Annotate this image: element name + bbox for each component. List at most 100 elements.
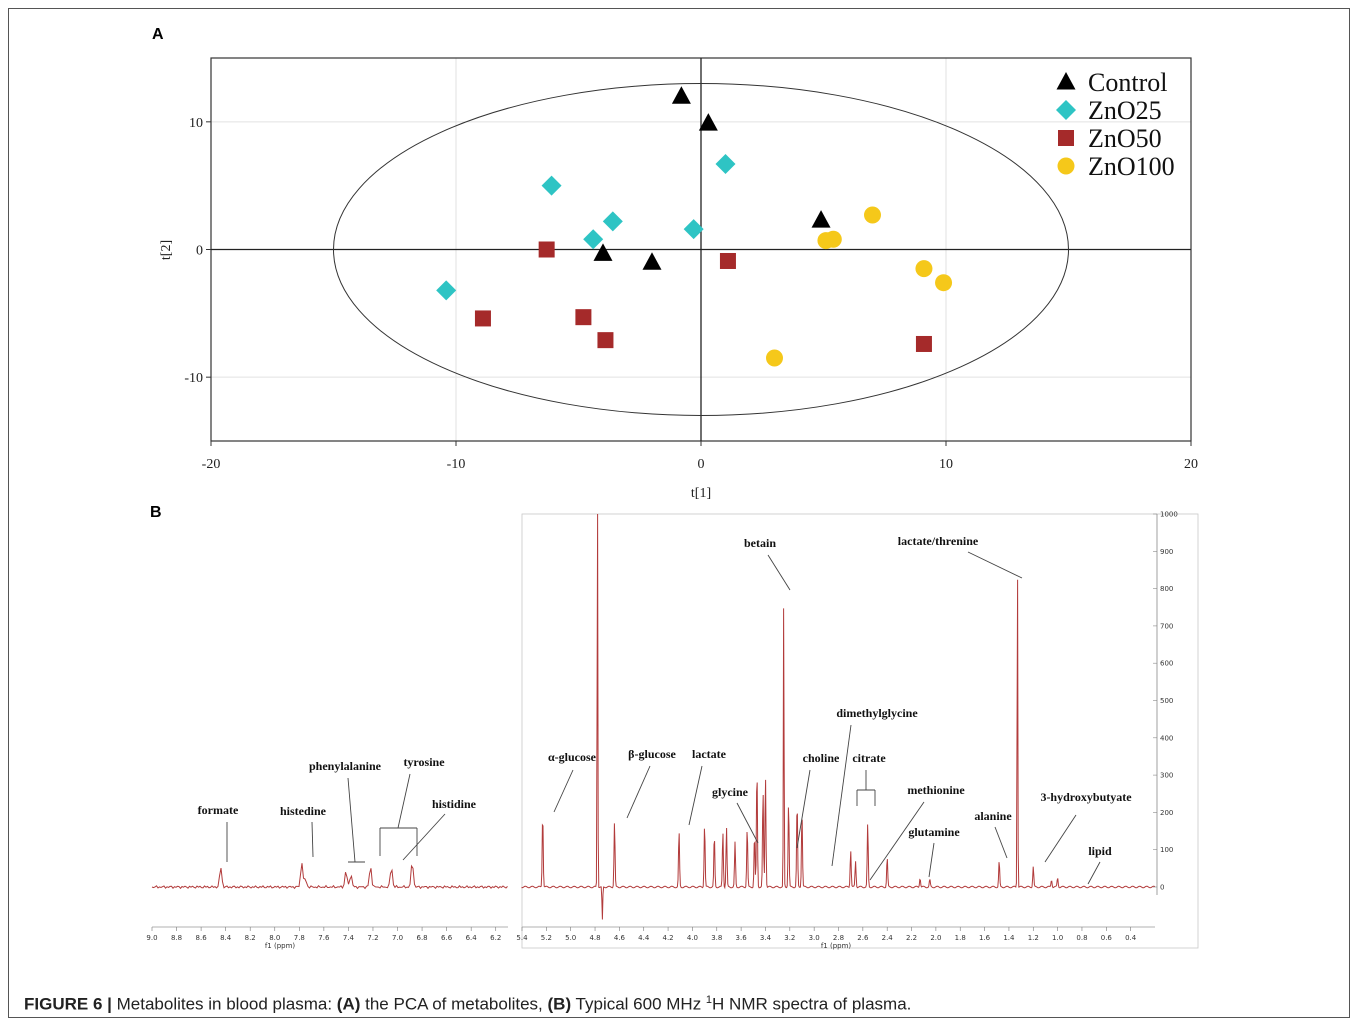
x-tick-label-aromatic: 8.0 (269, 934, 280, 942)
x-tick-label-aromatic: 8.6 (196, 934, 208, 942)
intensity-tick-label: 1000 (1160, 511, 1178, 519)
peak-leader-lipid (1087, 861, 1101, 885)
y-tick-label: 0 (196, 244, 203, 259)
intensity-tick-label: 800 (1160, 585, 1173, 593)
legend-label-zno25: ZnO25 (1088, 96, 1162, 125)
legend-marker-zno25 (1056, 100, 1076, 120)
caption-text-2: the PCA of metabolites, (360, 994, 548, 1014)
data-point-zno50 (474, 310, 491, 327)
x-tick-label-aliphatic: 2.8 (833, 934, 844, 942)
data-point-zno50 (719, 252, 736, 269)
peak-leader-glycine (736, 802, 759, 844)
intensity-tick-label: 200 (1160, 809, 1173, 817)
intensity-tick-label: 100 (1160, 846, 1173, 854)
peak-leader-betain (767, 554, 791, 591)
caption-a: (A) (336, 994, 361, 1014)
intensity-tick-label: 0 (1160, 884, 1164, 892)
peak-label-dimethylglycine: dimethylglycine (836, 706, 918, 720)
x-tick-label-aromatic: 7.8 (294, 934, 305, 942)
peak-leader-lactate (688, 765, 703, 826)
legend-label-zno50: ZnO50 (1088, 124, 1162, 153)
legend-label-control: Control (1088, 68, 1167, 97)
x-tick-label-aromatic: 6.2 (490, 934, 501, 942)
legend-marker-control (1056, 72, 1076, 90)
figure-caption: FIGURE 6 | Metabolites in blood plasma: … (24, 994, 911, 1015)
x-tick-label-aliphatic: 3.4 (760, 934, 772, 942)
caption-text-4: H NMR spectra of plasma. (712, 994, 912, 1014)
data-point-zno100 (935, 274, 953, 292)
x-tick-label-aliphatic: 5.4 (516, 934, 528, 942)
legend-label-zno100: ZnO100 (1088, 152, 1175, 181)
intensity-tick-label: 400 (1160, 734, 1173, 742)
x-tick-label-aliphatic: 1.0 (1052, 934, 1063, 942)
legend-marker-zno50 (1058, 130, 1074, 146)
x-tick-label-aliphatic: 2.4 (882, 934, 894, 942)
peak-label-methionine: methionine (907, 783, 965, 797)
intensity-tick-label: 500 (1160, 697, 1173, 705)
hotelling-ellipse (333, 83, 1069, 416)
x-tick-label-aromatic: 8.4 (220, 934, 232, 942)
panel-a-letter: A (152, 26, 164, 43)
peak-leader-alanine (994, 826, 1008, 859)
peak-leader--glucose (626, 765, 651, 819)
peak-label-lipid: lipid (1088, 844, 1112, 858)
x-tick-label-aromatic: 6.8 (416, 934, 427, 942)
peak-label--glucose: α-glucose (548, 750, 597, 764)
peak-leader-dimethylglycine (831, 724, 852, 867)
data-point-zno50 (538, 241, 555, 258)
peak-label--glucose: β-glucose (628, 747, 676, 761)
intensity-tick-label: 900 (1160, 548, 1173, 556)
data-point-zno25 (602, 211, 623, 232)
spectrum-trace-aromatic (151, 863, 508, 890)
x-axis-label: t[1] (691, 486, 711, 501)
data-point-control (593, 243, 613, 261)
intensity-tick-label: 700 (1160, 622, 1173, 630)
data-point-control (671, 86, 691, 104)
x-tick-label-aromatic: 6.4 (466, 934, 478, 942)
data-point-zno100 (915, 260, 933, 278)
x-tick-label-aliphatic: 5.2 (541, 934, 552, 942)
x-tick-label-aromatic: 7.6 (318, 934, 330, 942)
data-point-zno25 (715, 153, 736, 174)
peak-leader-glutamine (928, 842, 935, 878)
peak-leader-3-hydroxybutyate (1044, 814, 1077, 863)
x-tick-label-aliphatic: 4.8 (589, 934, 600, 942)
x-tick-label-aliphatic: 2.2 (906, 934, 917, 942)
x-tick-label-aliphatic: 4.2 (663, 934, 674, 942)
x-tick-label-aromatic: 7.0 (392, 934, 403, 942)
peak-label-glycine: glycine (712, 785, 749, 799)
x-tick-label-aliphatic: 3.8 (711, 934, 722, 942)
y-tick-label: -10 (184, 371, 203, 386)
data-point-control (698, 113, 718, 131)
peak-label-formate: formate (198, 803, 239, 817)
peak-label-lactate-threnine: lactate/threnine (898, 534, 979, 548)
x-tick-label-aromatic: 7.2 (367, 934, 378, 942)
x-tick-label: 20 (1184, 457, 1198, 472)
data-point-zno25 (583, 229, 604, 250)
data-point-zno25 (436, 280, 457, 301)
x-tick-label-aromatic: 8.2 (245, 934, 256, 942)
caption-figure-label: FIGURE 6 | (24, 994, 112, 1014)
peak-label-citrate: citrate (852, 751, 886, 765)
data-point-control (642, 252, 662, 270)
x-tick-label-aliphatic: 0.6 (1101, 934, 1113, 942)
panel-b-letter: B (150, 504, 162, 521)
caption-superscript: 1 (705, 994, 713, 1006)
peak-leader-lactate-threnine (967, 551, 1023, 579)
y-tick-label: 10 (189, 116, 203, 131)
x-tick-label-aliphatic: 3.6 (736, 934, 748, 942)
data-point-zno100 (824, 230, 842, 248)
figure-frame (8, 8, 1350, 1018)
peak-label-betain: betain (744, 536, 776, 550)
data-point-zno50 (597, 332, 614, 349)
peak-leader-histidine (402, 813, 446, 861)
x-tick-label-aromatic: 6.6 (441, 934, 453, 942)
x-tick-label-aliphatic: 5.0 (565, 934, 576, 942)
peak-label-choline: choline (803, 751, 840, 765)
x-axis-label-aliphatic: f1 (ppm) (821, 942, 852, 950)
x-tick-label-aliphatic: 1.4 (1003, 934, 1015, 942)
peak-leader-choline (796, 769, 811, 849)
data-point-zno100 (766, 349, 783, 367)
x-tick-label: -10 (447, 457, 466, 472)
